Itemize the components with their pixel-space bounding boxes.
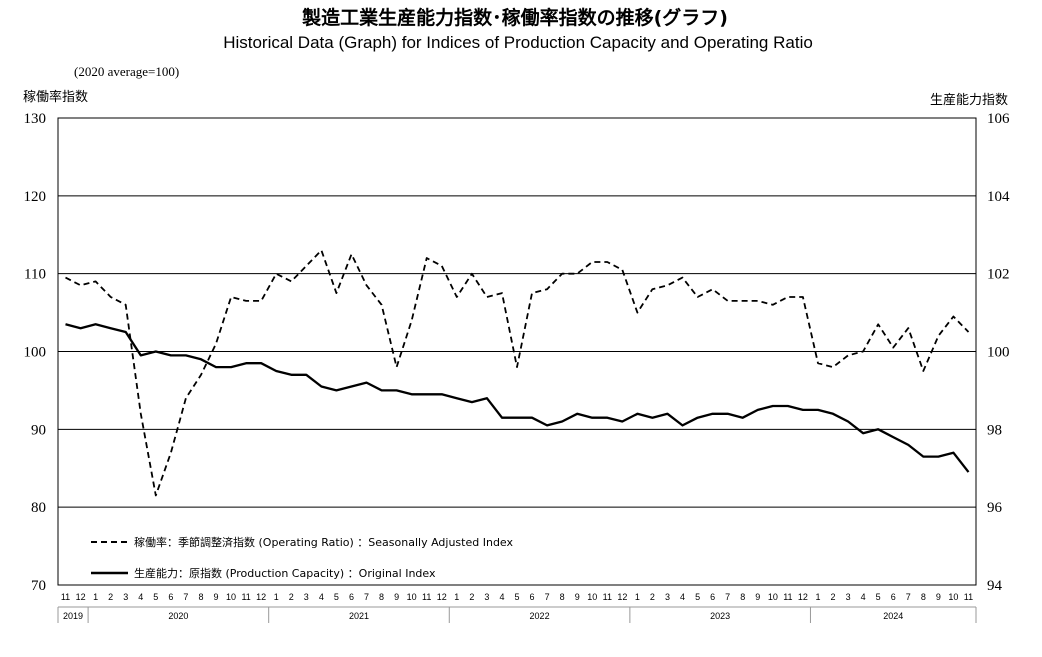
right-tick-label: 102 — [987, 267, 1010, 283]
month-tick-label: 7 — [545, 592, 550, 602]
left-tick-label: 70 — [31, 578, 46, 594]
chart-subtitle: Historical Data (Graph) for Indices of P… — [223, 33, 813, 52]
legend-label-operating-ratio: 稼働率：季節調整済指数 (Operating Ratio) ：Seasonall… — [134, 535, 513, 549]
month-tick-label: 5 — [695, 592, 700, 602]
month-tick-label: 8 — [921, 592, 926, 602]
left-axis-title: 稼働率指数 — [23, 89, 88, 105]
year-label: 2021 — [349, 611, 369, 621]
year-label: 2024 — [883, 611, 903, 621]
month-tick-label: 10 — [407, 592, 417, 602]
gridlines — [58, 195, 976, 508]
right-axis-ticks: 106 104 102 100 98 96 94 — [987, 111, 1010, 594]
month-tick-label: 4 — [499, 592, 504, 602]
legend-label-production-capacity: 生産能力：原指数 (Production Capacity) ：Original… — [134, 566, 436, 580]
month-tick-label: 2 — [469, 592, 474, 602]
month-tick-label: 10 — [226, 592, 236, 602]
month-tick-label: 10 — [948, 592, 958, 602]
year-label: 2022 — [530, 611, 550, 621]
month-tick-label: 10 — [768, 592, 778, 602]
month-tick-label: 9 — [394, 592, 399, 602]
year-label: 2019 — [63, 611, 83, 621]
right-tick-label: 106 — [987, 111, 1010, 127]
month-tick-label: 8 — [379, 592, 384, 602]
month-tick-label: 7 — [183, 592, 188, 602]
month-tick-label: 4 — [861, 592, 866, 602]
left-axis-ticks: 130 120 110 100 90 80 70 — [24, 111, 47, 594]
month-tick-label: 11 — [603, 592, 612, 602]
left-tick-label: 100 — [24, 345, 47, 361]
month-tick-label: 6 — [710, 592, 715, 602]
month-tick-label: 9 — [575, 592, 580, 602]
month-tick-label: 10 — [587, 592, 597, 602]
left-tick-label: 90 — [31, 422, 46, 438]
month-tick-label: 1 — [815, 592, 820, 602]
right-axis-title: 生産能力指数 — [930, 92, 1008, 108]
month-tick-label: 7 — [725, 592, 730, 602]
left-tick-label: 120 — [24, 189, 47, 205]
month-tick-label: 5 — [153, 592, 158, 602]
month-tick-label: 4 — [138, 592, 143, 602]
month-tick-label: 12 — [256, 592, 266, 602]
year-label: 2020 — [168, 611, 188, 621]
month-tick-label: 3 — [304, 592, 309, 602]
production-capacity-line — [65, 323, 970, 473]
month-tick-label: 12 — [798, 592, 808, 602]
month-tick-label: 9 — [755, 592, 760, 602]
month-tick-label: 8 — [198, 592, 203, 602]
x-axis: 11 12 1 2 3 4 5 6 7 8 9 10 11 12 1 2 3 4 5 6 7 8 9 10 11 12 1 2 3 4 5 6… — [57, 592, 977, 623]
month-tick-label: 4 — [680, 592, 685, 602]
right-tick-label: 94 — [987, 578, 1003, 594]
month-tick-label: 3 — [484, 592, 489, 602]
month-tick-label: 9 — [936, 592, 941, 602]
month-tick-label: 11 — [241, 592, 250, 602]
month-tick-label: 1 — [635, 592, 640, 602]
series-lines — [65, 249, 970, 497]
month-tick-label: 3 — [123, 592, 128, 602]
month-tick-label: 1 — [274, 592, 279, 602]
month-tick-label: 12 — [617, 592, 627, 602]
legend: 稼働率：季節調整済指数 (Operating Ratio) ：Seasonall… — [91, 535, 513, 580]
month-tick-label: 3 — [846, 592, 851, 602]
month-tick-label: 5 — [334, 592, 339, 602]
operating-ratio-line — [65, 249, 970, 497]
month-tick-label: 7 — [906, 592, 911, 602]
month-tick-label: 12 — [76, 592, 86, 602]
month-tick-label: 9 — [214, 592, 219, 602]
month-tick-label: 6 — [530, 592, 535, 602]
right-tick-label: 100 — [987, 345, 1010, 361]
plot-frame — [57, 117, 977, 586]
month-tick-label: 6 — [891, 592, 896, 602]
month-tick-label: 2 — [831, 592, 836, 602]
month-tick-label: 7 — [364, 592, 369, 602]
month-tick-label: 2 — [650, 592, 655, 602]
year-label: 2023 — [710, 611, 730, 621]
month-tick-label: 8 — [560, 592, 565, 602]
left-tick-label: 80 — [31, 500, 46, 516]
month-tick-label: 1 — [93, 592, 98, 602]
chart-title: 製造工業生産能力指数･稼働率指数の推移(グラフ) — [301, 6, 728, 29]
month-tick-label: 11 — [783, 592, 792, 602]
left-tick-label: 130 — [24, 111, 47, 127]
right-tick-label: 104 — [987, 189, 1010, 205]
month-tick-label: 3 — [665, 592, 670, 602]
month-tick-label: 11 — [61, 592, 70, 602]
month-tick-label: 5 — [514, 592, 519, 602]
month-tick-label: 8 — [740, 592, 745, 602]
month-tick-label: 11 — [964, 592, 973, 602]
month-tick-label: 2 — [289, 592, 294, 602]
month-tick-label: 5 — [876, 592, 881, 602]
right-tick-label: 96 — [987, 500, 1003, 516]
month-tick-label: 11 — [422, 592, 431, 602]
right-tick-label: 98 — [987, 422, 1002, 438]
month-tick-label: 4 — [319, 592, 324, 602]
month-tick-label: 1 — [454, 592, 459, 602]
left-tick-label: 110 — [24, 267, 46, 283]
month-tick-label: 2 — [108, 592, 113, 602]
month-tick-label: 6 — [168, 592, 173, 602]
month-tick-label: 6 — [349, 592, 354, 602]
base-note: (2020 average=100) — [74, 64, 179, 79]
month-tick-label: 12 — [437, 592, 447, 602]
